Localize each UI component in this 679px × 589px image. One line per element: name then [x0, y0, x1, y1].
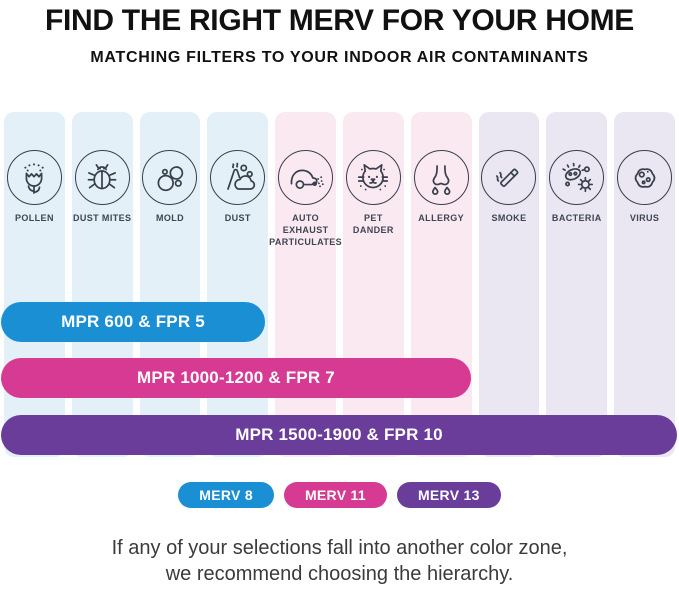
merv8-legend-pill: MERV 8 — [178, 482, 274, 508]
contaminant-column-pollen: POLLEN — [4, 112, 65, 457]
contaminant-columns: POLLEN D — [0, 112, 679, 457]
rating-bar-label: MPR 600 & FPR 5 — [61, 312, 205, 331]
allergy-icon — [413, 150, 469, 205]
page-subtitle: MATCHING FILTERS TO YOUR INDOOR AIR CONT… — [90, 49, 589, 66]
pet-dander-icon — [345, 150, 401, 205]
contaminant-column-auto-exhaust: AUTO EXHAUST PARTICULATES — [269, 112, 342, 457]
merv13-legend-pill: MERV 13 — [396, 482, 501, 508]
footer-line-1: If any of your selections fall into anot… — [111, 537, 568, 559]
contaminant-label: PET DANDER — [352, 213, 394, 236]
merv8-rating-bar: MPR 600 & FPR 5 — [1, 302, 265, 342]
contaminant-label: MOLD — [155, 213, 185, 223]
contaminant-label: POLLEN — [14, 213, 54, 223]
rating-bar-label: MPR 1500-1900 & FPR 10 — [235, 425, 443, 444]
contaminant-column-bacteria: BACTERIA — [546, 112, 608, 457]
contaminant-chart: POLLEN D — [0, 112, 679, 457]
contaminant-label: DUST — [224, 213, 251, 223]
merv13-rating-bar: MPR 1500-1900 & FPR 10 — [1, 415, 677, 455]
merv11-rating-bar: MPR 1000-1200 & FPR 7 — [1, 358, 471, 398]
contaminant-label: ALLERGY — [418, 213, 465, 223]
mold-icon — [142, 150, 198, 205]
contaminant-column-smoke: SMOKE — [478, 112, 540, 457]
contaminant-label: VIRUS — [629, 213, 660, 223]
legend-pill-label: MERV 11 — [304, 487, 366, 503]
contaminant-column-pet-dander: PET DANDER — [342, 112, 404, 457]
contaminant-label: BACTERIA — [551, 213, 602, 223]
contaminant-column-allergy: ALLERGY — [410, 112, 472, 457]
virus-icon — [617, 150, 673, 205]
legend-pill-label: MERV 8 — [199, 487, 253, 503]
smoke-icon — [481, 150, 537, 205]
bacteria-icon — [549, 150, 605, 205]
merv11-legend-pill: MERV 11 — [283, 482, 387, 508]
footer-note: If any of your selections fall into anot… — [0, 535, 679, 587]
contaminant-column-dust: DUST — [207, 112, 269, 457]
contaminant-column-mold: MOLD — [139, 112, 201, 457]
pollen-icon — [6, 150, 62, 205]
merv-legend: MERV 8 MERV 11 MERV 13 — [0, 482, 679, 508]
contaminant-label: AUTO EXHAUST PARTICULATES — [269, 213, 343, 248]
page-title: FIND THE RIGHT MERV FOR YOUR HOME — [44, 4, 635, 37]
dust-mites-icon — [74, 150, 130, 205]
legend-pill-label: MERV 13 — [417, 487, 480, 503]
rating-bar-label: MPR 1000-1200 & FPR 7 — [137, 368, 335, 387]
contaminant-column-virus: VIRUS — [614, 112, 675, 457]
contaminant-label: SMOKE — [491, 213, 527, 223]
contaminant-label: DUST MITES — [72, 213, 132, 223]
dust-icon — [210, 150, 266, 205]
contaminant-column-dust-mites: DUST MITES — [71, 112, 133, 457]
auto-exhaust-icon — [278, 150, 334, 205]
footer-line-2: we recommend choosing the hierarchy. — [165, 563, 514, 585]
